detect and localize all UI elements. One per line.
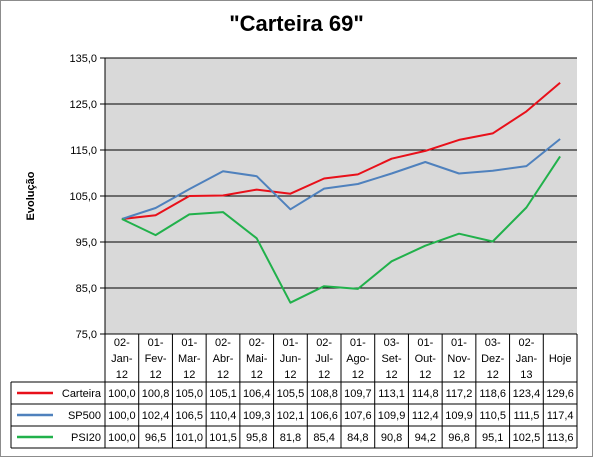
x-category-label: 02- [249,337,265,349]
table-cell-value: 112,4 [412,410,439,422]
x-category-label: Jun- [280,353,302,365]
y-tick-label: 95,0 [76,237,97,249]
table-cell-value: 96,5 [145,432,166,444]
x-category-label: 12 [183,369,195,381]
table-cell-value: 84,8 [347,432,368,444]
x-category-label: 12 [284,369,296,381]
table-cell-value: 100,0 [108,388,136,400]
table-cell-value: 106,4 [243,388,271,400]
x-category-label: 01- [451,337,467,349]
table-cell-value: 109,3 [243,410,271,422]
x-category-label: 12 [352,369,364,381]
table-cell-value: 95,8 [246,432,267,444]
x-category-label: 01- [282,337,298,349]
x-category-label: 03- [384,337,400,349]
x-category-label: Fev- [145,353,167,365]
table-cell-value: 90,8 [381,432,402,444]
x-category-label: 01- [417,337,433,349]
table-cell-value: 106,6 [310,410,338,422]
x-category-label: 02- [215,337,231,349]
x-category-label: Out- [415,353,437,365]
series-line-carteira [121,82,561,220]
series-line-psi20 [121,155,561,304]
x-category-label: 12 [149,369,161,381]
x-category-label: 02- [518,337,534,349]
x-category-label: 01- [181,337,197,349]
x-category-label: Jan- [516,353,538,365]
x-category-label: 12 [318,369,330,381]
table-cell-value: 105,5 [277,388,305,400]
table-cell-value: 100,8 [142,388,170,400]
x-category-label: 12 [419,369,431,381]
legend-label-sp500: SP500 [68,410,101,422]
table-cell-value: 109,9 [378,410,406,422]
table-cell-value: 129,6 [546,388,574,400]
table-cell-value: 108,8 [310,388,338,400]
x-category-label: 12 [487,369,499,381]
legend-label-carteira: Carteira [62,388,102,400]
table-cell-value: 100,0 [108,432,136,444]
table-cell-value: 114,8 [412,388,439,400]
x-category-label: 13 [520,369,532,381]
table-cell-value: 109,9 [445,410,473,422]
table-cell-value: 113,6 [547,432,574,444]
x-category-label: Mai- [246,353,268,365]
table-cell-value: 106,5 [176,410,204,422]
table-cell-value: 101,5 [209,432,237,444]
table-cell-value: 113,1 [378,388,405,400]
x-category-label: Mar- [178,353,201,365]
x-category-label: Set- [381,353,402,365]
table-cell-value: 81,8 [280,432,301,444]
table-cell-value: 109,7 [344,388,372,400]
chart-title: "Carteira 69" [229,11,364,36]
y-tick-label: 135,0 [69,53,97,65]
table-cell-value: 110,5 [479,410,506,422]
x-category-label: Jul- [315,353,333,365]
x-category-label: Nov- [447,353,471,365]
x-category-label: 02- [316,337,332,349]
table-cell-value: 118,6 [479,388,506,400]
table-cell-value: 107,6 [344,410,372,422]
x-category-label: 12 [453,369,465,381]
series-line-sp500 [121,138,561,220]
table-cell-value: 100,0 [108,410,136,422]
x-category-label: Dez- [481,353,505,365]
table-cell-value: 96,8 [448,432,469,444]
table-cell-value: 102,5 [513,432,541,444]
x-category-label: 02- [114,337,130,349]
legend-label-psi20: PSI20 [71,432,101,444]
y-tick-label: 125,0 [69,99,97,111]
table-cell-value: 105,0 [176,388,204,400]
x-category-label: 03- [485,337,501,349]
x-category-label: 12 [217,369,229,381]
table-cell-value: 105,1 [209,388,237,400]
table-cell-value: 102,1 [277,410,305,422]
table-cell-value: 117,2 [446,388,473,400]
y-tick-label: 115,0 [70,145,97,157]
table-cell-value: 111,5 [513,410,539,422]
x-category-label: Hoje [549,353,572,365]
x-category-label: Abr- [213,353,234,365]
table-cell-value: 117,4 [547,410,574,422]
table-cell-value: 95,1 [482,432,503,444]
table-cell-value: 101,0 [176,432,204,444]
table-cell-value: 110,4 [210,410,237,422]
y-tick-label: 85,0 [76,283,97,295]
table-cell-value: 102,4 [142,410,170,422]
y-axis-label: Evolução [25,171,37,220]
table-cell-value: 85,4 [313,432,334,444]
x-category-label: Ago- [346,353,370,365]
x-category-label: 12 [251,369,263,381]
table-cell-value: 94,2 [415,432,436,444]
y-tick-label: 75,0 [76,329,97,341]
x-category-label: 12 [385,369,397,381]
x-category-label: Jan- [111,353,133,365]
table-cell-value: 123,4 [513,388,541,400]
x-category-label: 12 [116,369,128,381]
y-tick-label: 105,0 [69,191,97,203]
x-category-label: 01- [350,337,366,349]
x-category-label: 01- [148,337,164,349]
